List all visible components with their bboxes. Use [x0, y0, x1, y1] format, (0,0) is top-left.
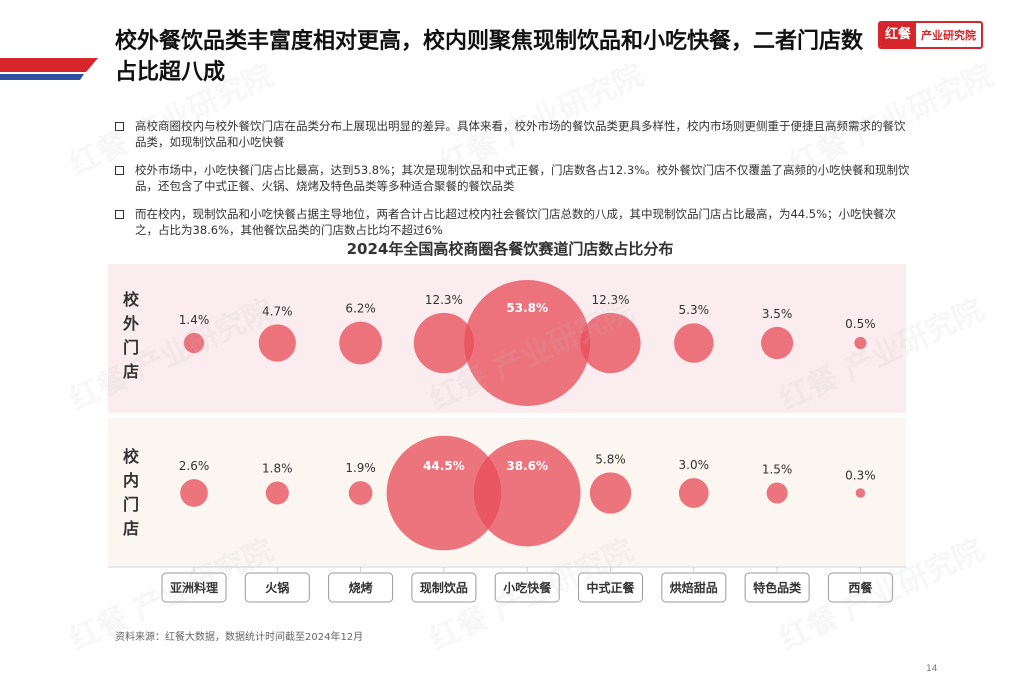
x-tick-label: 现制饮品 [420, 580, 468, 595]
logo-text: 产业研究院 [921, 29, 977, 42]
bullet-text: 高校商圈校内与校外餐饮门店在品类分布上展现出明显的差异。具体来看，校外市场的餐饮… [135, 119, 906, 149]
page-title: 校外餐饮品类丰富度相对更高，校内则聚焦现制饮品和小吃快餐，二者门店数占比超八成 [115, 29, 864, 85]
data-label: 1.9% [345, 461, 376, 475]
bullet-list: 高校商圈校内与校外餐饮门店在品类分布上展现出明显的差异。具体来看，校外市场的餐饮… [115, 118, 915, 250]
data-bubble [761, 326, 794, 360]
series-label-char: 店 [123, 362, 139, 381]
data-bubble [678, 478, 709, 508]
data-label: 44.5% [423, 459, 465, 473]
data-bubble [183, 332, 205, 354]
data-bubble [589, 472, 632, 514]
data-bubble [339, 321, 382, 365]
series-label-char: 外 [122, 314, 139, 333]
bullet-text: 校外市场中，小吃快餐门店占比最高，达到53.8%；其次是现制饮品和中式正餐，门店… [135, 163, 910, 193]
data-label: 3.5% [762, 307, 793, 321]
x-tick-label: 火锅 [265, 580, 289, 595]
data-bubble [258, 324, 296, 362]
data-bubble [766, 482, 788, 504]
x-tick-label: 西餐 [848, 580, 873, 595]
series-label-char: 内 [123, 471, 139, 490]
category-box [244, 572, 310, 603]
data-label: 5.3% [679, 303, 710, 317]
header-stripe [0, 58, 98, 80]
data-bubble [854, 336, 867, 350]
category-box [661, 572, 727, 603]
data-label: 3.0% [679, 458, 710, 472]
x-tick-label: 中式正餐 [586, 580, 635, 595]
square-bullet-icon [115, 210, 124, 219]
data-label: 38.6% [506, 459, 548, 473]
bullet-item: 校外市场中，小吃快餐门店占比最高，达到53.8%；其次是现制饮品和中式正餐，门店… [115, 162, 915, 194]
data-label: 1.8% [262, 461, 293, 475]
chart-title: 2024年全国高校商圈各餐饮赛道门店数占比分布 [346, 240, 674, 258]
category-box [578, 572, 643, 603]
data-label: 53.8% [506, 301, 548, 315]
data-bubble [265, 481, 289, 505]
logo-mark: 红餐 [880, 23, 917, 47]
x-tick-label: 亚洲料理 [170, 580, 218, 595]
category-box [744, 572, 810, 603]
x-tick-label: 烧烤 [349, 580, 373, 595]
page-number: 14 [926, 664, 938, 674]
category-box [494, 572, 560, 603]
series-label-char: 店 [123, 519, 139, 538]
category-box [827, 572, 893, 603]
data-label: 12.3% [591, 293, 629, 307]
data-bubble [674, 323, 714, 363]
data-label: 12.3% [425, 293, 463, 307]
data-label: 1.4% [179, 313, 210, 327]
square-bullet-icon [115, 166, 124, 175]
logo: 红餐 产业研究院 [878, 21, 984, 49]
data-label: 4.7% [262, 304, 293, 318]
data-bubble [580, 312, 641, 374]
data-bubble [473, 439, 581, 547]
x-tick-label: 特色品类 [753, 580, 802, 595]
series-label-char: 门 [123, 495, 139, 514]
category-box [328, 572, 394, 603]
data-bubble [464, 280, 591, 406]
data-bubble [386, 435, 502, 551]
x-tick-label: 小吃快餐 [503, 580, 552, 595]
category-box [411, 572, 477, 603]
square-bullet-icon [115, 122, 124, 131]
data-label: 5.8% [595, 452, 626, 466]
bullet-item: 高校商圈校内与校外餐饮门店在品类分布上展现出明显的差异。具体来看，校外市场的餐饮… [115, 118, 915, 150]
data-label: 1.5% [762, 462, 793, 476]
data-bubble [855, 488, 866, 498]
data-bubble [348, 481, 373, 505]
data-bubble [413, 312, 475, 374]
series-label-char: 校 [123, 447, 140, 466]
bullet-text: 而在校内，现制饮品和小吃快餐占据主导地位，两者合计占比超过校内社会餐饮门店总数的… [135, 207, 897, 237]
data-label: 0.3% [845, 468, 876, 482]
data-label: 0.5% [845, 317, 876, 331]
bullet-item: 而在校内，现制饮品和小吃快餐占据主导地位，两者合计占比超过校内社会餐饮门店总数的… [115, 206, 915, 238]
x-tick-label: 烘焙甜品 [670, 580, 718, 595]
data-label: 6.2% [345, 302, 376, 316]
category-box [161, 572, 227, 603]
series-label-char: 门 [123, 338, 139, 357]
data-bubble [180, 479, 208, 507]
series-label-char: 校 [123, 290, 140, 309]
source-note: 资料来源：红餐大数据，数据统计时间截至2024年12月 [115, 632, 364, 643]
data-label: 2.6% [179, 459, 210, 473]
